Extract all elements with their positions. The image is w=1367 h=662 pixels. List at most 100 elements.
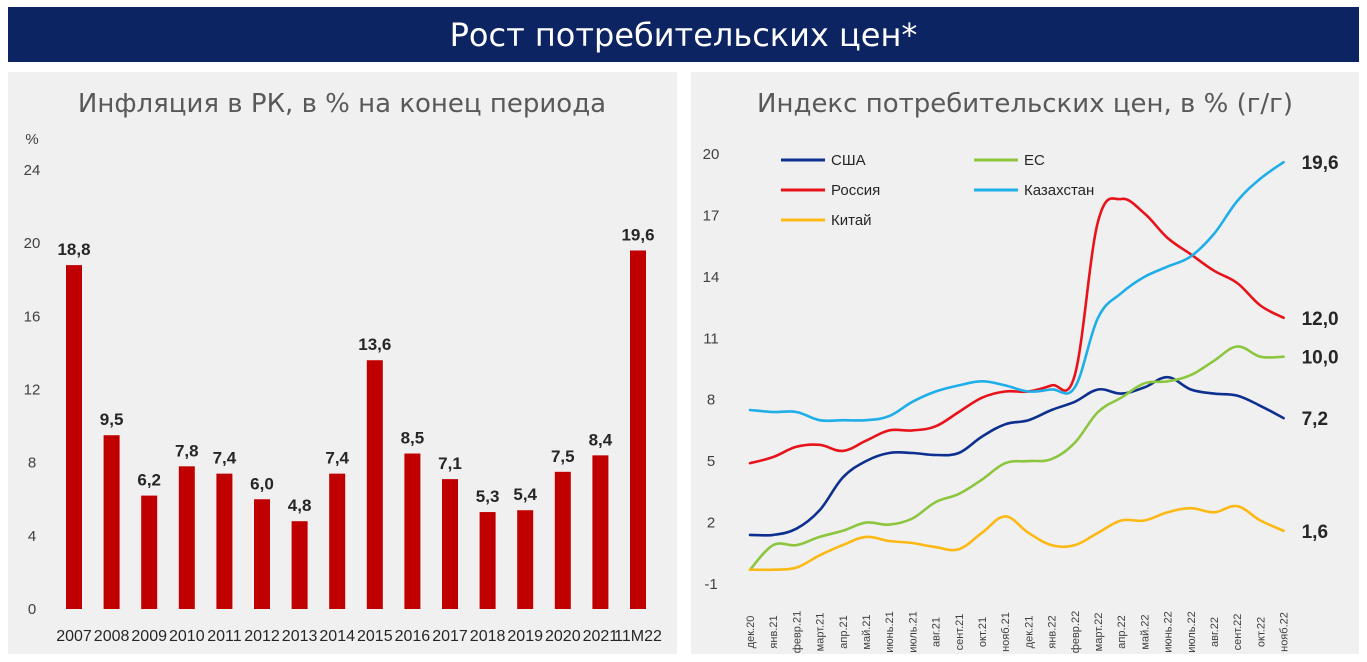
line-x-tick: дек.21: [1023, 616, 1035, 649]
bar-x-tick: 2020: [545, 628, 581, 645]
line-x-tick: май.22: [1139, 614, 1151, 649]
end-value-label: 1,6: [1302, 522, 1328, 543]
end-value-label: 19,6: [1302, 153, 1339, 174]
line-x-tick: апр.22: [1116, 615, 1128, 648]
bar-2013: [291, 521, 308, 609]
series-line-ЕС: [748, 345, 1285, 571]
bar-value-label: 7,5: [551, 447, 575, 466]
series-line-Россия: [748, 197, 1285, 465]
bar-x-tick: 2018: [470, 628, 506, 645]
bar-2009: [141, 495, 158, 609]
line-x-tick: июль.21: [907, 611, 919, 653]
bar-2012: [254, 499, 270, 609]
bar-value-label: 7,8: [175, 441, 199, 460]
bar-2008: [103, 435, 120, 609]
line-x-tick: июнь.21: [884, 611, 896, 653]
legend-label: США: [831, 152, 866, 169]
bar-x-tick: 2011: [207, 628, 242, 645]
bar-value-label: 5,4: [513, 485, 537, 504]
bar-value-label: 6,2: [137, 471, 161, 490]
bar-x-tick: 2016: [395, 628, 431, 645]
bar-11M22: [630, 250, 646, 609]
bar-2019: [517, 510, 534, 609]
bar-value-label: 19,6: [621, 225, 654, 244]
line-x-tick: июнь.22: [1163, 611, 1175, 653]
bar-x-tick: 2013: [282, 628, 318, 645]
bar-value-label: 8,5: [401, 429, 425, 448]
line-x-tick: март.22: [1093, 613, 1105, 652]
bar-2011: [216, 473, 233, 609]
bar-x-tick: 2019: [507, 628, 543, 645]
bar-value-label: 8,4: [589, 430, 613, 449]
line-y-tick: -1: [704, 576, 717, 593]
bar-value-label: 4,8: [288, 496, 312, 515]
bar-y-tick: 8: [28, 455, 36, 472]
bar-y-tick: 20: [24, 235, 41, 252]
bar-value-label: 13,6: [358, 335, 391, 354]
line-x-tick: авг.21: [931, 617, 943, 647]
line-x-tick: июль.22: [1186, 611, 1198, 653]
bar-2007: [66, 265, 82, 609]
line-x-tick: янв.21: [768, 615, 780, 648]
series-line-США: [748, 375, 1285, 537]
bar-x-tick: 2008: [94, 628, 130, 645]
line-x-tick: февр.22: [1070, 611, 1082, 653]
line-x-tick: янв.22: [1047, 615, 1059, 648]
line-y-tick: 5: [707, 453, 715, 470]
bar-y-tick: 12: [24, 382, 41, 399]
bar-chart-title: Инфляция в РК, в % на конец периода: [78, 89, 606, 119]
cpi-line-chart-panel: Индекс потребительских цен, в % (г/г) -1…: [691, 72, 1359, 654]
bar-y-tick: 16: [24, 308, 41, 325]
bar-y-tick: 0: [28, 601, 36, 618]
end-value-label: 10,0: [1302, 348, 1339, 369]
bar-x-tick: 2012: [244, 628, 280, 645]
bar-2010: [178, 466, 195, 609]
bar-y-tick: 4: [28, 528, 36, 545]
end-value-label: 7,2: [1302, 409, 1328, 430]
line-x-tick: окт.22: [1255, 617, 1267, 647]
bar-value-label: 5,3: [476, 487, 500, 506]
bar-x-tick: 2009: [131, 628, 167, 645]
bar-2014: [329, 473, 346, 609]
bar-2021: [592, 455, 609, 609]
end-value-label: 12,0: [1302, 309, 1339, 330]
legend-label: Китай: [831, 212, 872, 229]
bar-2018: [479, 512, 496, 609]
bar-x-tick: 2017: [432, 628, 468, 645]
bar-x-tick: 2021: [583, 628, 619, 645]
bar-value-label: 9,5: [100, 410, 124, 429]
bar-value-label: 6,0: [250, 474, 274, 493]
line-x-tick: окт.21: [977, 617, 989, 647]
line-x-tick: апр.21: [838, 615, 850, 648]
line-x-tick: дек.20: [745, 616, 757, 649]
line-x-tick: май.21: [861, 614, 873, 649]
bar-value-label: 7,1: [438, 454, 462, 473]
line-x-tick: нояб.21: [1000, 612, 1012, 652]
page-title: Рост потребительских цен*: [8, 7, 1359, 62]
line-x-tick: февр.21: [791, 611, 803, 653]
bar-chart-ylabel: %: [25, 131, 38, 148]
bar-x-tick: 2015: [357, 628, 393, 645]
line-y-tick: 14: [703, 269, 720, 286]
bar-y-tick: 24: [24, 162, 41, 179]
series-line-Казахстан: [748, 160, 1285, 423]
bar-x-tick: 11M22: [614, 628, 662, 645]
line-y-tick: 20: [703, 146, 720, 163]
bar-value-label: 18,8: [57, 240, 90, 259]
bar-x-tick: 2007: [56, 628, 92, 645]
line-x-tick: авг.22: [1209, 617, 1221, 647]
bar-2015: [366, 360, 383, 609]
bar-x-tick: 2014: [319, 628, 355, 645]
bar-x-tick: 2010: [169, 628, 205, 645]
legend-label: Россия: [831, 182, 880, 199]
bar-2016: [404, 453, 421, 609]
bar-value-label: 7,4: [325, 449, 349, 468]
line-y-tick: 8: [707, 392, 715, 409]
line-chart-title: Индекс потребительских цен, в % (г/г): [757, 89, 1293, 119]
bar-2020: [554, 471, 571, 609]
line-x-tick: сент.21: [954, 614, 966, 651]
line-y-tick: 2: [707, 515, 715, 532]
line-x-tick: нояб.22: [1279, 612, 1291, 652]
line-x-tick: сент.22: [1232, 614, 1244, 651]
line-y-tick: 17: [703, 207, 720, 224]
